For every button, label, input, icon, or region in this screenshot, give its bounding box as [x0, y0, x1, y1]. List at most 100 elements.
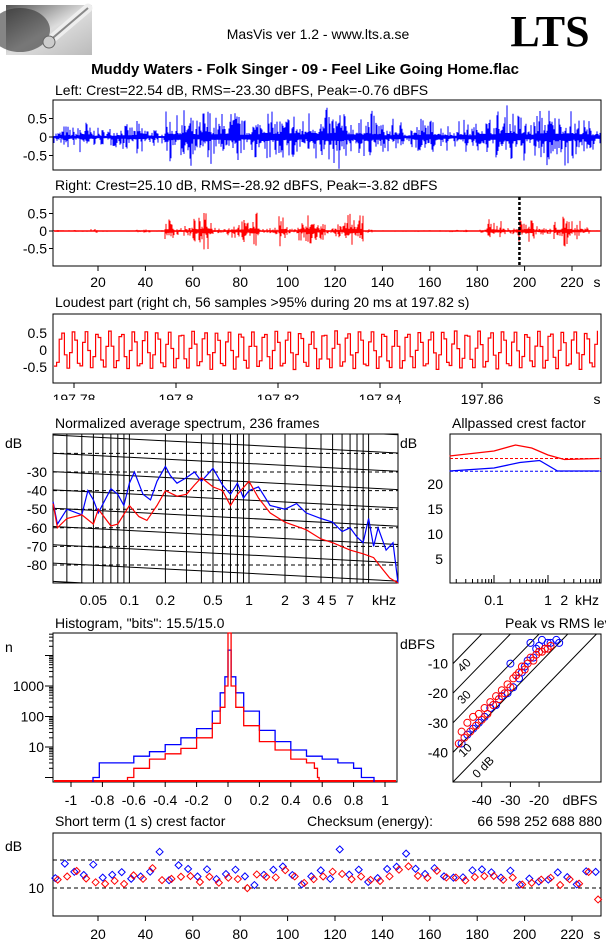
peak-rms-right-point	[503, 680, 512, 689]
crest-right-point	[167, 874, 176, 884]
crest-right-point	[290, 872, 299, 881]
loudest-part-trace	[54, 330, 598, 371]
peak-rms-plot-area	[453, 634, 597, 782]
crest-left-point	[79, 870, 88, 880]
crest-left-point	[326, 874, 335, 884]
spectrum-slope-line	[52, 471, 399, 491]
spectrum-x-tick-label: 4	[317, 592, 325, 608]
peak-rms-x-tick-label: -40	[472, 792, 492, 808]
crest-x-tick-label: 40	[138, 926, 154, 942]
crest-right-point	[536, 875, 546, 884]
right-waveform-x-tick-label: 180	[466, 274, 490, 290]
crest-left-point	[70, 867, 79, 877]
crest-left-point	[136, 872, 145, 881]
crest-right-point	[224, 873, 233, 882]
crest-left-point	[202, 865, 212, 874]
crest-right-point	[518, 880, 527, 889]
crest-left-point	[553, 868, 562, 877]
peak-rms-left-point	[552, 635, 561, 644]
right-waveform-x-tick-label: 120	[323, 274, 347, 290]
right-waveform-y-tick-label: -0.5	[23, 241, 47, 257]
peak-rms-left-point	[555, 638, 564, 647]
allpassed-x-tick-label: 0.1	[484, 592, 504, 608]
crest-x-tick-label: 20	[90, 926, 106, 942]
crest-right-point	[262, 872, 271, 882]
lts-logo-text: LTS	[510, 7, 589, 56]
crest-right-point	[176, 872, 186, 881]
histogram-left-line	[92, 649, 375, 782]
crest-left-point	[335, 845, 344, 854]
track-title: Muddy Waters - Folk Singer - 09 - Feel L…	[91, 61, 519, 78]
histogram-x-tick-label: -1	[65, 792, 78, 808]
spectrum-left-line	[52, 465, 399, 584]
crest-left-point	[363, 877, 373, 887]
histogram-x-tick-label: -0.4	[153, 792, 177, 808]
spectrum-y-tick-label: -50	[27, 501, 47, 517]
peak-rms-y-tick-label: -40	[428, 744, 448, 760]
peak-rms-right-point	[497, 686, 506, 695]
peak-rms-x-tick-label: -30	[500, 792, 520, 808]
crest-right-point	[413, 871, 423, 881]
crest-right-point	[214, 878, 224, 887]
spectrum-x-tick-label: 0.1	[120, 592, 140, 608]
crest-left-point	[563, 872, 572, 882]
crest-x-unit: s	[594, 926, 601, 942]
right-waveform-x-tick-label: 200	[513, 274, 537, 290]
crest-right-point	[565, 875, 574, 884]
crest-x-tick-label: 160	[418, 926, 442, 942]
crest-right-point	[356, 872, 366, 881]
right-waveform-x-tick-label: 160	[418, 274, 442, 290]
crest-right-point	[138, 874, 148, 884]
spectrum-title: Normalized average spectrum, 236 frames	[55, 415, 320, 431]
peak-rms-left-point	[506, 659, 515, 668]
left-waveform-y-tick-label: -0.5	[23, 148, 47, 164]
crest-left-point	[439, 872, 449, 881]
right-waveform-y-tick-label: 0.5	[28, 206, 48, 222]
crest-left-point	[250, 880, 259, 890]
crest-right-point	[337, 869, 347, 879]
peak-rms-right-point	[477, 715, 486, 724]
allpassed-frame	[449, 433, 602, 584]
histogram-x-tick-label: 1	[381, 792, 389, 808]
right-waveform-x-tick-label: 100	[276, 274, 300, 290]
peak-rms-right-point	[500, 689, 509, 698]
crest-left-point	[506, 866, 515, 875]
crest-right-point	[243, 883, 252, 893]
crest-left-point	[572, 880, 581, 889]
right-waveform-x-tick-label: 20	[90, 274, 106, 290]
spectrum-y-tick-label: -30	[27, 464, 47, 480]
histogram-x-tick-label: 0.2	[250, 792, 270, 808]
peak-rms-left-point	[469, 724, 478, 733]
peak-rms-right-point	[460, 733, 469, 742]
crest-left-point	[382, 864, 392, 874]
spectrum-y-tick-label: -60	[27, 520, 47, 536]
crest-right-point	[593, 895, 603, 904]
spectrum-slope-line	[52, 434, 399, 454]
crest-line-label: 0 dB	[469, 753, 496, 780]
crest-x-tick-label: 180	[466, 926, 490, 942]
crest-x-tick-label: 120	[323, 926, 347, 942]
crest-line	[453, 634, 512, 694]
left-stats-title: Left: Crest=22.54 dB, RMS=-23.30 dBFS, P…	[55, 82, 428, 98]
crest-right-point	[404, 862, 413, 871]
crest-right-point	[508, 873, 517, 882]
histogram-x-tick-label: 0.4	[281, 792, 301, 808]
crest-left-point	[221, 869, 231, 879]
crest-left-point	[183, 864, 193, 874]
crest-right-point	[205, 872, 214, 881]
loudest-part-title: Loudest part (right ch, 56 samples >95% …	[55, 294, 469, 310]
histogram-title: Histogram, "bits": 15.5/15.0	[55, 615, 225, 631]
crest-right-point	[546, 873, 555, 883]
histogram-y-tick-label: 100	[21, 709, 45, 725]
crest-right-point	[119, 879, 129, 889]
right-waveform-x-tick-label: 40	[138, 274, 154, 290]
crest-line-label: 40	[454, 655, 474, 675]
peak-rms-x-tick-label: -20	[529, 792, 549, 808]
crest-left-point	[544, 875, 553, 884]
histogram-x-tick-label: -0.2	[185, 792, 209, 808]
spectrum-slope-line	[52, 526, 399, 545]
peak-rms-right-point	[546, 641, 555, 650]
crest-right-point	[470, 872, 480, 882]
peak-rms-title: Peak vs RMS level	[505, 615, 606, 631]
